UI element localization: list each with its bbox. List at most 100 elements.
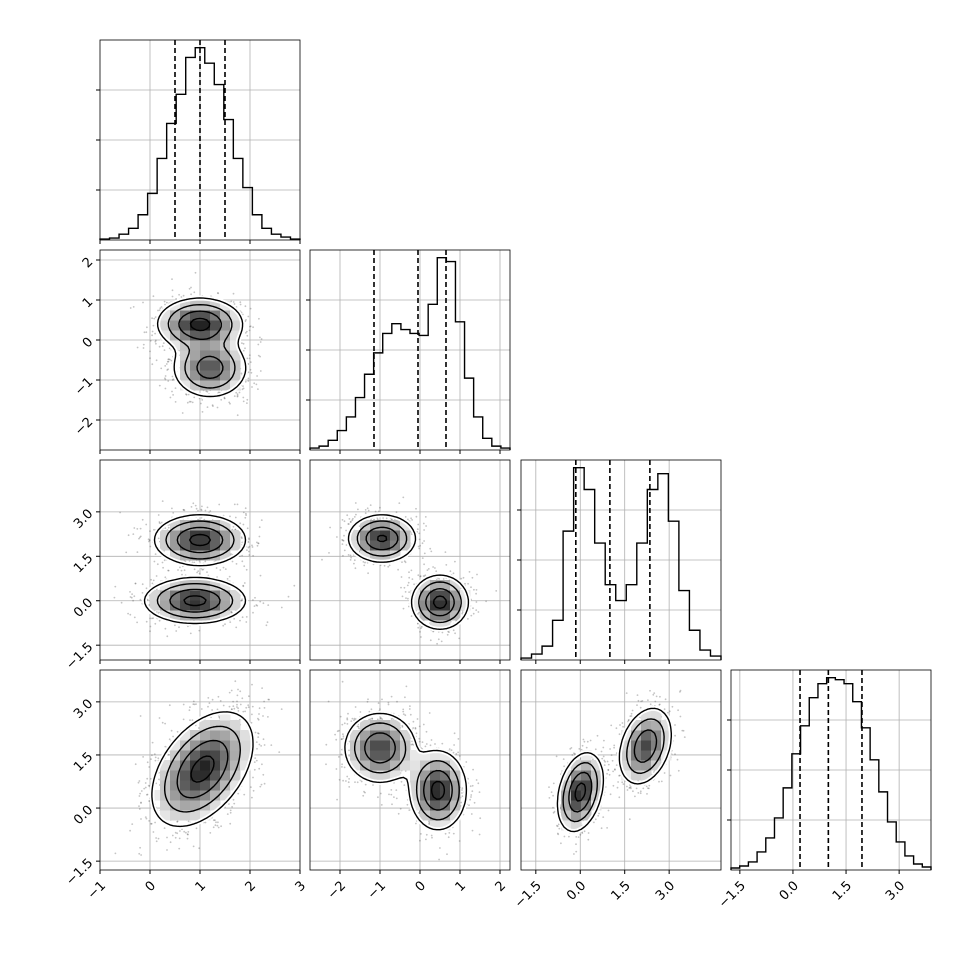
sample-point xyxy=(378,511,380,513)
sample-point xyxy=(164,377,166,379)
sample-point xyxy=(398,502,400,504)
sample-point xyxy=(246,335,248,337)
sample-point xyxy=(218,504,220,506)
sample-point xyxy=(151,334,153,336)
sample-point xyxy=(152,331,154,333)
scatter-panel-2-0: −1.50.01.53.0 xyxy=(63,460,300,673)
sample-point xyxy=(227,578,229,580)
sample-point xyxy=(175,832,177,834)
sample-point xyxy=(256,542,258,544)
sample-point xyxy=(149,357,151,359)
sample-point xyxy=(417,524,419,526)
sample-point xyxy=(243,794,245,796)
sample-point xyxy=(158,514,160,516)
sample-point xyxy=(235,517,237,519)
sample-point xyxy=(193,701,195,703)
sample-point xyxy=(172,296,174,298)
sample-point xyxy=(251,372,253,374)
sample-point xyxy=(297,528,299,530)
sample-point xyxy=(418,612,420,614)
sample-point xyxy=(162,500,164,502)
sample-point xyxy=(205,390,207,392)
sample-point xyxy=(243,565,245,567)
sample-point xyxy=(198,630,200,632)
sample-point xyxy=(151,317,153,319)
sample-point xyxy=(435,570,437,572)
sample-point xyxy=(447,634,449,636)
sample-point xyxy=(131,597,133,599)
density-cell xyxy=(160,540,171,551)
sample-point xyxy=(157,310,159,312)
sample-point xyxy=(237,504,239,506)
sample-point xyxy=(350,521,352,523)
sample-point xyxy=(266,624,268,626)
sample-point xyxy=(473,613,475,615)
sample-point xyxy=(183,295,185,297)
sample-point xyxy=(164,527,166,529)
sample-point xyxy=(256,760,258,762)
sample-point xyxy=(162,567,164,569)
sample-point xyxy=(164,559,166,561)
sample-point xyxy=(259,744,261,746)
sample-point xyxy=(201,506,203,508)
sample-point xyxy=(233,293,235,295)
sample-point xyxy=(261,763,263,765)
sample-point xyxy=(155,837,157,839)
sample-point xyxy=(149,546,151,548)
sample-point xyxy=(411,519,413,521)
y-tick-label: −2 xyxy=(72,415,96,439)
sample-point xyxy=(367,572,369,574)
sample-point xyxy=(181,296,183,298)
sample-point xyxy=(365,512,367,514)
sample-point xyxy=(194,704,196,706)
sample-point xyxy=(201,569,203,571)
sample-point xyxy=(416,516,418,518)
sample-point xyxy=(415,508,417,510)
sample-point xyxy=(191,506,193,508)
sample-point xyxy=(170,397,172,399)
sample-point xyxy=(138,782,140,784)
sample-point xyxy=(408,582,410,584)
sample-point xyxy=(478,611,480,613)
sample-point xyxy=(158,538,160,540)
sample-point xyxy=(165,375,167,377)
sample-point xyxy=(133,306,135,308)
sample-point xyxy=(252,326,254,328)
sample-point xyxy=(408,577,410,579)
sample-point xyxy=(251,545,253,547)
y-tick-label: −1 xyxy=(72,375,96,399)
sample-point xyxy=(132,600,134,602)
sample-point xyxy=(241,555,243,557)
sample-point xyxy=(348,554,350,556)
sample-point xyxy=(354,559,356,561)
sample-point xyxy=(163,342,165,344)
sample-point xyxy=(164,349,166,351)
sample-point xyxy=(239,522,241,524)
sample-point xyxy=(429,548,431,550)
density-cell xyxy=(370,530,381,541)
sample-point xyxy=(156,840,158,842)
sample-point xyxy=(343,540,345,542)
sample-point xyxy=(417,528,419,530)
sample-point xyxy=(236,563,238,565)
sample-point xyxy=(247,704,249,706)
sample-point xyxy=(146,778,148,780)
sample-point xyxy=(150,340,152,342)
density-cell xyxy=(230,530,241,541)
sample-point xyxy=(224,623,226,625)
sample-point xyxy=(343,535,345,537)
sample-point xyxy=(138,538,140,540)
sample-point xyxy=(218,392,220,394)
sample-point xyxy=(389,565,391,567)
sample-point xyxy=(151,754,153,756)
sample-point xyxy=(195,272,197,274)
histogram-step-line xyxy=(731,678,931,870)
sample-point xyxy=(342,543,344,545)
sample-point xyxy=(178,294,180,296)
sample-point xyxy=(149,539,151,541)
sample-point xyxy=(187,402,189,404)
sample-point xyxy=(403,608,405,610)
sample-point xyxy=(476,601,478,603)
sample-point xyxy=(209,510,211,512)
